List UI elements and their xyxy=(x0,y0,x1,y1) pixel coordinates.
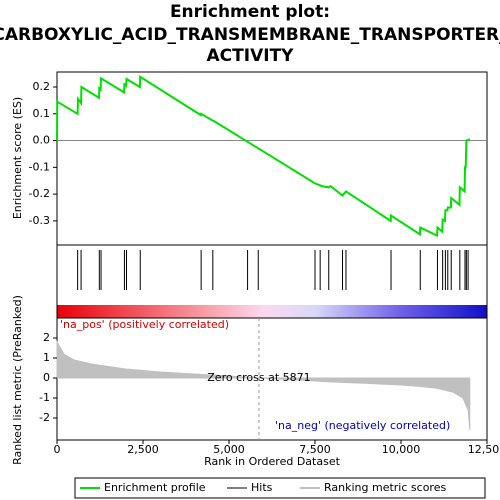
x-axis-label: Rank in Ordered Dataset xyxy=(204,455,341,468)
title-line: ACTIVITY xyxy=(207,46,295,66)
y-tick-label: 2 xyxy=(43,331,50,344)
metric-area xyxy=(56,340,471,431)
y-tick-label: -2 xyxy=(39,411,50,424)
legend-label: Enrichment profile xyxy=(104,481,206,494)
y-tick-label: 0.1 xyxy=(33,107,51,120)
y-tick-label: -0.2 xyxy=(29,187,50,200)
annotation: 'na_neg' (negatively correlated) xyxy=(275,419,450,432)
y-tick-label: -1 xyxy=(39,391,50,404)
y-tick-label: 0.0 xyxy=(33,134,51,147)
annotation: Zero cross at 5871 xyxy=(207,371,310,384)
legend xyxy=(74,477,486,499)
x-tick-label: 10,000 xyxy=(382,443,421,456)
y-tick-label: 1 xyxy=(43,351,50,364)
x-tick-label: 0 xyxy=(54,443,61,456)
y-tick-label: -0.1 xyxy=(29,160,50,173)
x-tick-label: 5,000 xyxy=(213,443,245,456)
y-axis-label: Enrichment score (ES) xyxy=(11,97,24,219)
y-axis-label: Ranked list metric (PreRanked) xyxy=(11,295,24,465)
y-tick-label: 0.2 xyxy=(33,80,51,93)
title-line: CARBOXYLIC_ACID_TRANSMEMBRANE_TRANSPORTE… xyxy=(0,25,500,45)
title-line: Enrichment plot: xyxy=(170,2,330,22)
legend-label: Ranking metric scores xyxy=(324,481,446,494)
legend-label: Hits xyxy=(251,481,273,494)
y-tick-label: 0 xyxy=(43,371,50,384)
y-tick-label: -0.3 xyxy=(29,214,50,227)
color-bar xyxy=(57,305,487,318)
x-tick-label: 12,500 xyxy=(468,443,500,456)
annotation: 'na_pos' (positively correlated) xyxy=(60,318,229,331)
x-tick-label: 7,500 xyxy=(299,443,331,456)
es-curve xyxy=(56,75,471,238)
x-tick-label: 2,500 xyxy=(127,443,159,456)
